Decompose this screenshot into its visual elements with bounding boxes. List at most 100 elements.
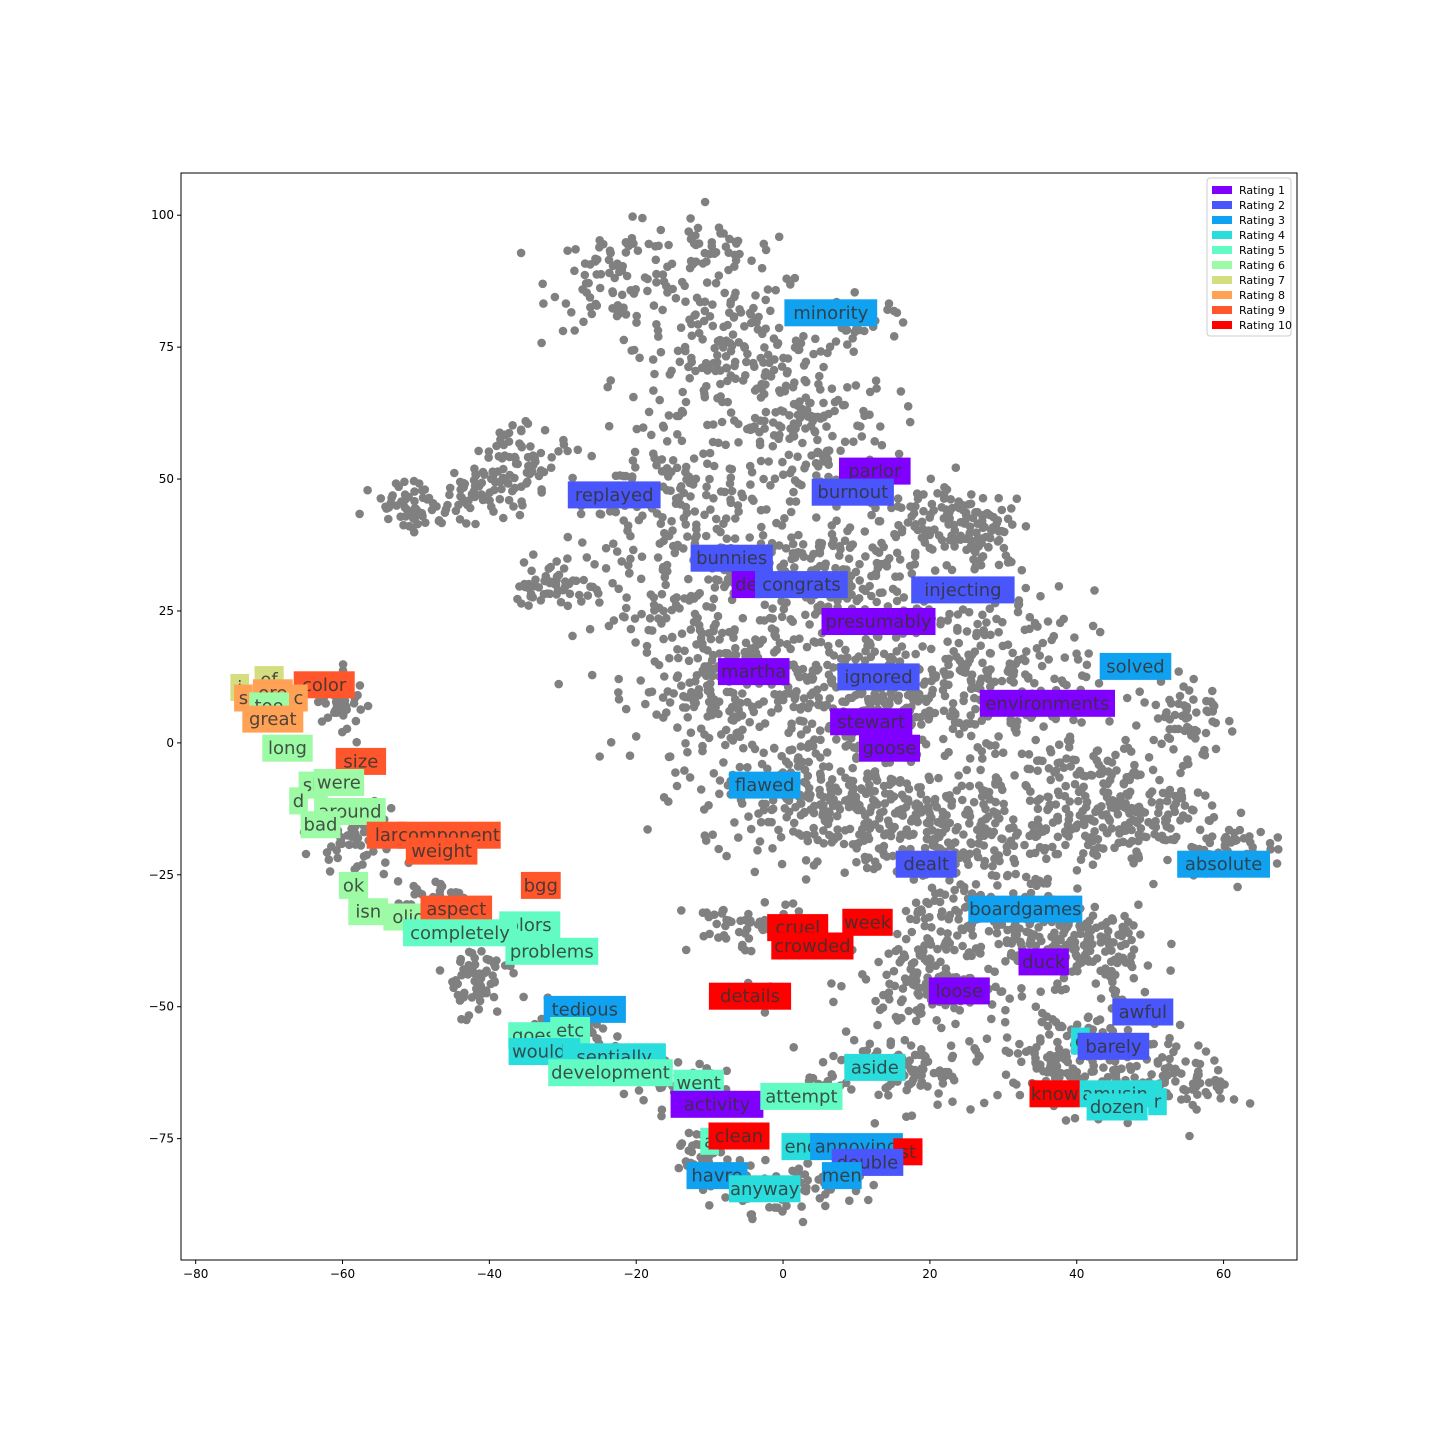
scatter-point: [713, 351, 722, 360]
scatter-point: [504, 437, 514, 446]
scatter-point: [658, 270, 668, 279]
scatter-point: [1053, 816, 1063, 825]
scatter-point: [622, 271, 632, 281]
scatter-point: [738, 492, 748, 502]
scatter-point: [914, 804, 924, 813]
scatter-point: [827, 979, 836, 988]
scatter-point: [1054, 740, 1064, 749]
scatter-point: [721, 352, 731, 361]
scatter-point: [1020, 840, 1029, 850]
scatter-point: [841, 742, 850, 751]
word-label-text: aside: [851, 1057, 899, 1078]
scatter-point: [763, 285, 773, 294]
scatter-point: [649, 449, 658, 459]
scatter-point: [1044, 803, 1054, 812]
scatter-point: [892, 308, 902, 318]
scatter-point: [489, 992, 499, 1002]
scatter-point: [939, 679, 949, 688]
scatter-point: [918, 642, 927, 651]
scatter-point: [1176, 816, 1185, 825]
scatter-point: [1135, 687, 1144, 696]
scatter-point: [966, 711, 975, 720]
scatter-point: [1064, 742, 1074, 752]
scatter-point: [982, 618, 991, 627]
scatter-point: [1113, 802, 1122, 812]
scatter-point: [382, 504, 391, 513]
scatter-point: [997, 987, 1007, 996]
scatter-point: [394, 482, 404, 492]
scatter-point: [702, 257, 711, 266]
scatter-point: [781, 900, 790, 909]
scatter-point: [621, 310, 631, 319]
scatter-point: [850, 288, 859, 297]
scatter-point: [489, 507, 498, 516]
scatter-point: [734, 338, 744, 347]
scatter-point: [1053, 832, 1063, 842]
scatter-point: [992, 921, 1002, 931]
scatter-point: [769, 743, 779, 753]
scatter-point: [568, 631, 577, 641]
scatter-point: [901, 802, 911, 812]
scatter-point: [704, 575, 713, 584]
scatter-point: [824, 641, 833, 651]
scatter-point: [960, 903, 970, 912]
scatter-point: [1195, 1059, 1205, 1069]
scatter-point: [730, 416, 739, 425]
scatter-point: [793, 452, 802, 462]
scatter-point: [967, 490, 976, 499]
scatter-point: [1225, 716, 1234, 726]
scatter-point: [1040, 846, 1049, 855]
scatter-point: [1032, 644, 1042, 653]
y-tick-label: −50: [149, 1000, 174, 1014]
scatter-point: [935, 844, 945, 853]
scatter-point: [879, 542, 888, 552]
scatter-point: [942, 945, 951, 954]
scatter-point: [1059, 678, 1068, 688]
scatter-point: [824, 762, 834, 771]
scatter-point: [684, 656, 694, 666]
scatter-point: [899, 593, 909, 602]
scatter-point: [770, 355, 779, 364]
scatter-point: [1166, 824, 1175, 833]
scatter-point: [655, 539, 665, 548]
word-label-text: bgg: [524, 875, 558, 896]
scatter-point: [573, 445, 583, 455]
scatter-point: [523, 477, 532, 487]
scatter-point: [913, 697, 923, 706]
scatter-point: [1096, 994, 1106, 1003]
scatter-point: [1036, 591, 1045, 601]
scatter-point: [529, 550, 538, 559]
scatter-point: [1060, 926, 1070, 935]
scatter-point: [892, 587, 902, 596]
scatter-point: [840, 826, 850, 835]
legend-label: Rating 5: [1239, 244, 1285, 257]
scatter-point: [1013, 607, 1023, 617]
scatter-point: [891, 946, 901, 956]
scatter-point: [1061, 804, 1071, 814]
scatter-point: [706, 665, 716, 674]
scatter-point: [909, 509, 919, 518]
scatter-point: [948, 724, 958, 734]
scatter-point: [861, 634, 871, 644]
scatter-point: [659, 634, 668, 644]
scatter-point: [971, 508, 980, 517]
scatter-point: [989, 827, 999, 837]
scatter-point: [691, 310, 700, 319]
scatter-point: [978, 493, 988, 503]
scatter-point: [979, 831, 989, 840]
scatter-point: [944, 520, 953, 529]
scatter-point: [751, 642, 760, 652]
scatter-point: [617, 557, 626, 566]
scatter-point: [687, 357, 696, 367]
scatter-point: [1105, 972, 1115, 981]
scatter-point: [1021, 780, 1030, 790]
scatter-point: [681, 397, 691, 407]
scatter-point: [644, 407, 654, 417]
scatter-point: [692, 520, 701, 529]
scatter-point: [1180, 726, 1189, 736]
scatter-point: [685, 773, 695, 782]
scatter-point: [1117, 931, 1127, 941]
scatter-point: [937, 1023, 946, 1033]
scatter-point: [709, 769, 719, 778]
scatter-point: [836, 767, 846, 776]
